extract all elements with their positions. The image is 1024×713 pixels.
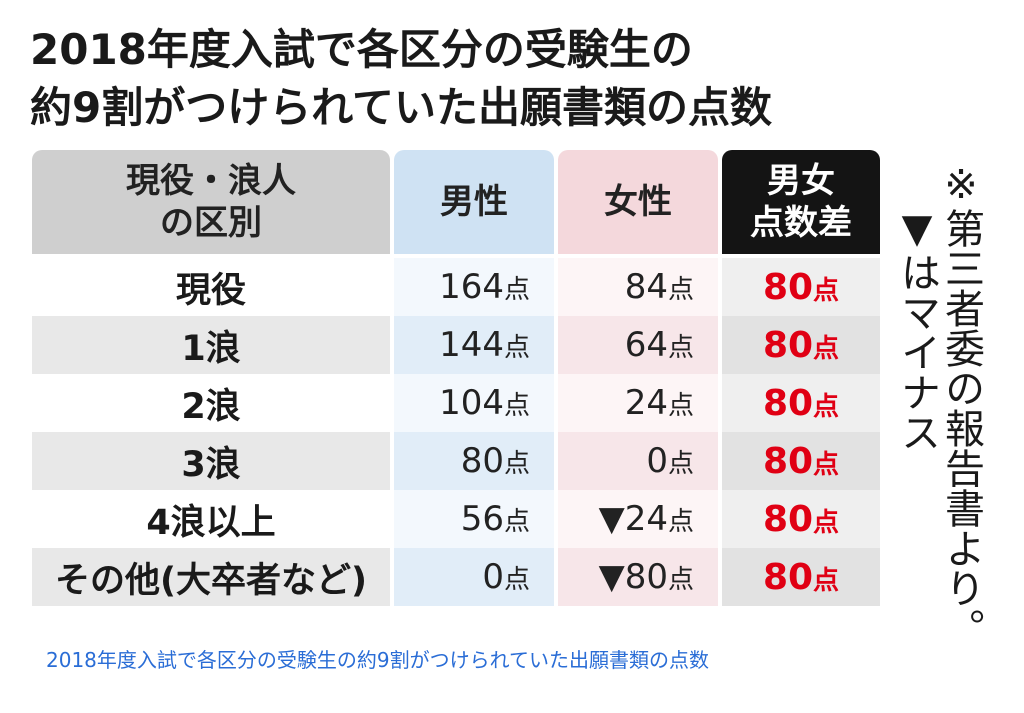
header-diff-line1: 男女 — [767, 161, 835, 201]
female-score: 84点 — [558, 258, 718, 316]
score-table: 現役・浪人 の区別 男性 女性 男女 点数差 現役 164点 84点 80点 1… — [28, 150, 884, 606]
table-row: 3浪 80点 0点 80点 — [32, 432, 880, 490]
source-note: ※第三者委の報告書より。 — [938, 162, 984, 648]
unit-label: 点 — [503, 565, 530, 595]
header-diff: 男女 点数差 — [722, 150, 880, 254]
unit-label: 点 — [667, 333, 694, 363]
unit-label: 点 — [813, 507, 840, 538]
female-score-value: ▼24 — [598, 499, 668, 539]
header-male: 男性 — [394, 150, 554, 254]
male-score-value: 104 — [439, 383, 504, 423]
female-score: 0点 — [558, 432, 718, 490]
score-diff: 80点 — [722, 548, 880, 606]
unit-label: 点 — [503, 275, 530, 305]
unit-label: 点 — [667, 391, 694, 421]
female-score-value: 84 — [624, 267, 668, 307]
score-diff-value: 80 — [762, 266, 814, 308]
unit-label: 点 — [813, 565, 840, 596]
table-row: 4浪以上 56点 ▼24点 80点 — [32, 490, 880, 548]
male-score: 80点 — [394, 432, 554, 490]
score-diff: 80点 — [722, 432, 880, 490]
header-diff-line2: 点数差 — [750, 203, 852, 243]
unit-label: 点 — [667, 507, 694, 537]
male-score: 104点 — [394, 374, 554, 432]
header-category: 現役・浪人 の区別 — [32, 150, 390, 254]
unit-label: 点 — [813, 333, 840, 364]
row-category: その他(大卒者など) — [32, 548, 390, 606]
female-score: 24点 — [558, 374, 718, 432]
male-score-value: 164 — [439, 267, 504, 307]
female-score: ▼24点 — [558, 490, 718, 548]
unit-label: 点 — [503, 391, 530, 421]
table-row: 2浪 104点 24点 80点 — [32, 374, 880, 432]
male-score-value: 56 — [460, 499, 504, 539]
score-table-figure: 2018年度入試で各区分の受験生の 約9割がつけられていた出願書類の点数 現役・… — [20, 18, 986, 648]
female-score: 64点 — [558, 316, 718, 374]
score-diff-value: 80 — [762, 382, 814, 424]
female-score: ▼80点 — [558, 548, 718, 606]
male-score-value: 80 — [460, 441, 504, 481]
figure-title-line2: 約9割がつけられていた出願書類の点数 — [30, 83, 772, 132]
table-row: 1浪 144点 64点 80点 — [32, 316, 880, 374]
unit-label: 点 — [667, 449, 694, 479]
score-diff: 80点 — [722, 374, 880, 432]
female-score-value: 24 — [624, 383, 668, 423]
row-category: 4浪以上 — [32, 490, 390, 548]
unit-label: 点 — [813, 391, 840, 422]
male-score: 56点 — [394, 490, 554, 548]
male-score: 164点 — [394, 258, 554, 316]
header-category-line1: 現役・浪人 — [126, 161, 296, 201]
unit-label: 点 — [813, 449, 840, 480]
row-category: 3浪 — [32, 432, 390, 490]
unit-label: 点 — [503, 507, 530, 537]
male-score-value: 144 — [439, 325, 504, 365]
score-diff-value: 80 — [762, 324, 814, 366]
score-diff-value: 80 — [762, 498, 814, 540]
male-score: 0点 — [394, 548, 554, 606]
unit-label: 点 — [667, 275, 694, 305]
female-score-value: ▼80 — [598, 557, 668, 597]
unit-label: 点 — [503, 333, 530, 363]
row-category: 1浪 — [32, 316, 390, 374]
score-diff: 80点 — [722, 316, 880, 374]
male-score: 144点 — [394, 316, 554, 374]
score-diff-value: 80 — [762, 440, 814, 482]
table-row: 現役 164点 84点 80点 — [32, 258, 880, 316]
minus-legend-note: ▼はマイナス — [894, 206, 940, 452]
row-category: 現役 — [32, 258, 390, 316]
header-category-line2: の区別 — [160, 203, 262, 243]
table-header-row: 現役・浪人 の区別 男性 女性 男女 点数差 — [32, 150, 880, 254]
image-caption: 2018年度入試で各区分の受験生の約9割がつけられていた出願書類の点数 — [46, 648, 710, 672]
figure-title-line1: 2018年度入試で各区分の受験生の — [30, 25, 693, 74]
score-diff: 80点 — [722, 490, 880, 548]
score-diff-value: 80 — [762, 556, 814, 598]
unit-label: 点 — [503, 449, 530, 479]
female-score-value: 64 — [624, 325, 668, 365]
male-score-value: 0 — [482, 557, 504, 597]
header-female: 女性 — [558, 150, 718, 254]
table-row: その他(大卒者など) 0点 ▼80点 80点 — [32, 548, 880, 606]
unit-label: 点 — [813, 275, 840, 306]
row-category: 2浪 — [32, 374, 390, 432]
score-diff: 80点 — [722, 258, 880, 316]
female-score-value: 0 — [646, 441, 668, 481]
unit-label: 点 — [667, 565, 694, 595]
